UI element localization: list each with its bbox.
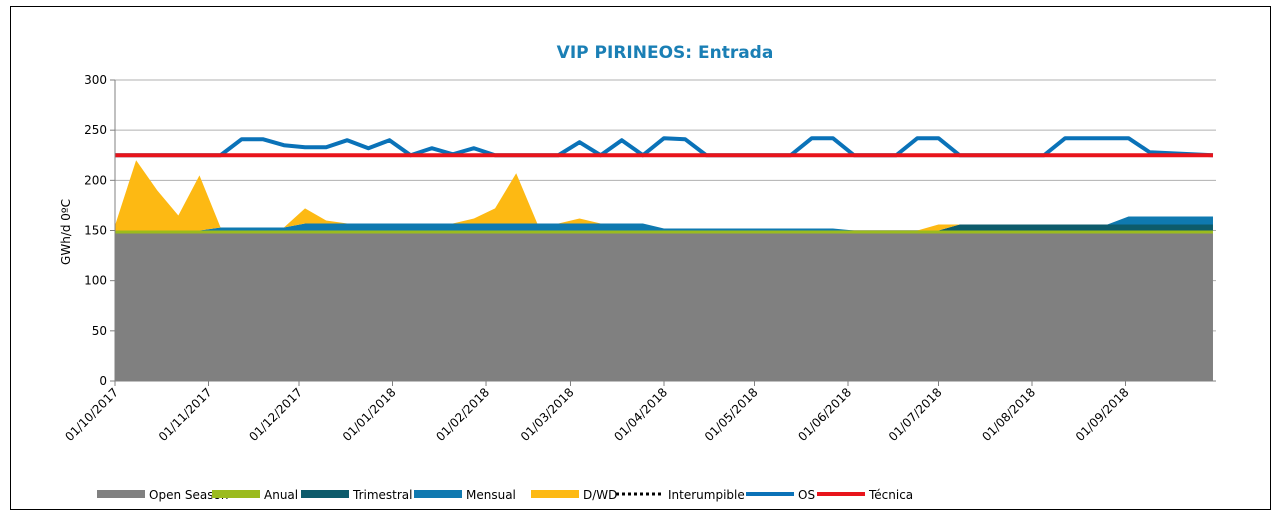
- legend-label: Mensual: [466, 488, 516, 502]
- legend-swatch: [97, 490, 145, 498]
- y-tick-label: 100: [84, 274, 107, 288]
- y-tick-label: 250: [84, 123, 107, 137]
- legend-label: Anual: [264, 488, 298, 502]
- legend-label: D/WD: [583, 488, 617, 502]
- chart-title: VIP PIRINEOS: Entrada: [557, 43, 774, 63]
- legend-swatch: [414, 490, 462, 498]
- legend-label: Open Season: [149, 488, 228, 502]
- legend-label: OS: [798, 488, 815, 502]
- legend-swatch: [301, 490, 349, 498]
- area-series: [115, 230, 1213, 234]
- legend-swatch: [531, 490, 579, 498]
- legend-label: Trimestral: [352, 488, 412, 502]
- area-series: [115, 233, 1213, 381]
- legend-label: Técnica: [868, 488, 913, 502]
- legend-label: Interumpible: [668, 488, 745, 502]
- legend-swatch: [212, 490, 260, 498]
- area-series: [115, 224, 1213, 231]
- y-tick-label: 150: [84, 224, 107, 238]
- y-tick-label: 200: [84, 173, 107, 187]
- y-tick-label: 50: [92, 324, 107, 338]
- y-tick-label: 0: [99, 374, 107, 388]
- area-series: [115, 216, 1213, 231]
- y-axis-label: GWh/d 0ºC: [59, 199, 73, 265]
- y-tick-label: 300: [84, 73, 107, 87]
